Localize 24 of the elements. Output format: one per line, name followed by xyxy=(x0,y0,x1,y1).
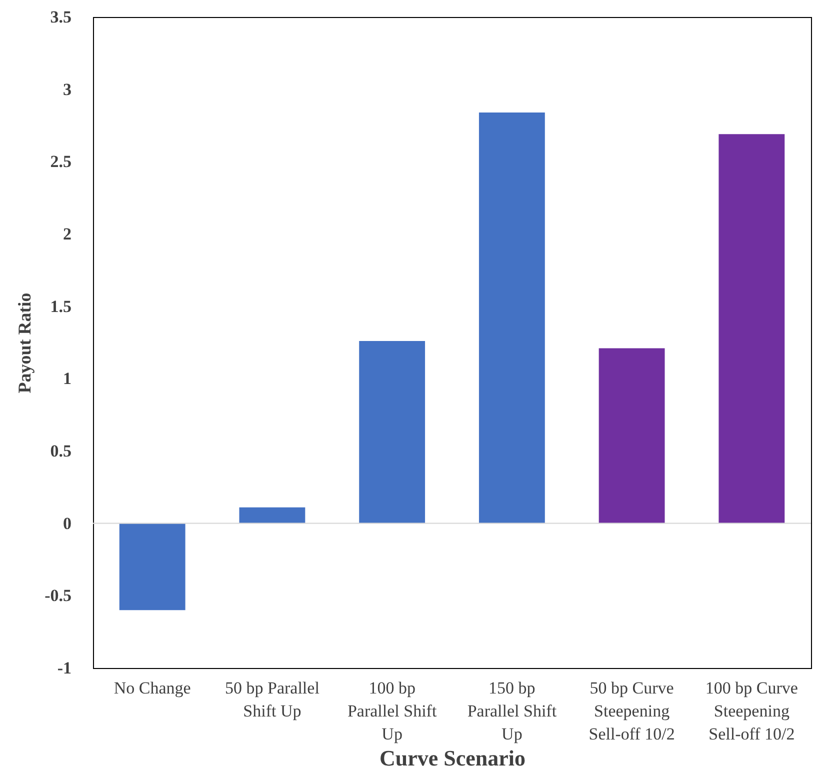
x-tick-label: 100 bp Parallel Shift Up xyxy=(347,678,437,744)
y-tick-label: 2 xyxy=(63,224,72,244)
x-tick-label: 100 bp Curve Steepening Sell-off 10/2 xyxy=(705,678,798,744)
bar xyxy=(718,134,785,524)
y-tick-label: -0.5 xyxy=(44,586,72,606)
bar xyxy=(359,341,426,524)
x-tick-label: 150 bp Parallel Shift Up xyxy=(467,678,557,744)
y-tick-label: 0.5 xyxy=(50,442,72,460)
bar xyxy=(239,507,306,524)
bar xyxy=(478,112,545,524)
y-tick-label: 1.5 xyxy=(50,296,72,316)
y-tick-label: 3.5 xyxy=(50,8,72,26)
x-tick-label: No Change xyxy=(114,678,191,698)
x-tick-label: 50 bp Parallel Shift Up xyxy=(224,678,320,720)
bar xyxy=(119,523,186,610)
y-tick-label: 1 xyxy=(63,369,72,388)
bar xyxy=(598,348,665,524)
y-tick-label: 0 xyxy=(63,514,72,533)
x-axis-title: Curve Scenario xyxy=(379,746,526,770)
x-tick-label: 50 bp Curve Steepening Sell-off 10/2 xyxy=(588,678,675,744)
y-tick-label: -1 xyxy=(57,658,72,678)
y-axis-title: Payout Ratio xyxy=(14,292,35,394)
y-tick-label: 2.5 xyxy=(50,152,72,172)
y-tick-label: 3 xyxy=(63,80,72,99)
